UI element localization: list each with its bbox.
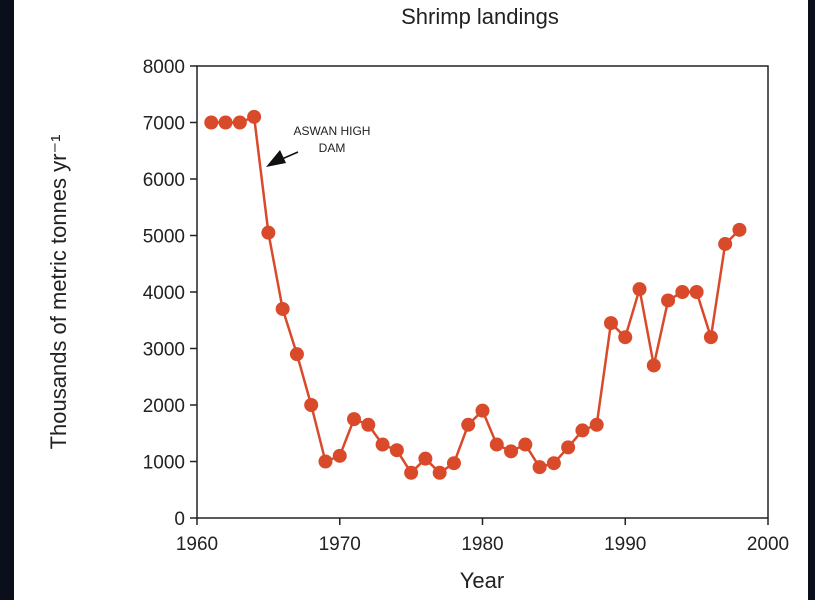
data-point	[561, 440, 575, 454]
y-axis-label: Thousands of metric tonnes yr⁻¹	[46, 135, 71, 450]
data-point	[675, 285, 689, 299]
data-point	[318, 455, 332, 469]
data-point	[447, 456, 461, 470]
y-tick-label: 3000	[143, 340, 185, 361]
y-tick-label: 1000	[143, 453, 185, 474]
data-point	[518, 438, 532, 452]
data-point	[490, 438, 504, 452]
y-tick-label: 7000	[143, 114, 185, 135]
data-point	[333, 449, 347, 463]
data-point	[718, 237, 732, 251]
data-point	[704, 330, 718, 344]
data-point	[304, 398, 318, 412]
data-point	[347, 412, 361, 426]
annotation: DAM	[319, 141, 346, 155]
y-tick-label: 0	[174, 509, 185, 530]
data-point	[618, 330, 632, 344]
x-tick-label: 1960	[176, 534, 218, 555]
data-point	[390, 443, 404, 457]
data-point	[219, 116, 233, 130]
y-tick-label: 6000	[143, 170, 185, 191]
x-tick-label: 1970	[319, 534, 361, 555]
y-tick-label: 8000	[143, 57, 185, 78]
data-point	[633, 282, 647, 296]
x-tick-label: 1980	[461, 534, 503, 555]
data-point	[647, 358, 661, 372]
data-point	[575, 423, 589, 437]
data-point	[604, 316, 618, 330]
data-point	[504, 444, 518, 458]
panel	[14, 0, 808, 600]
x-tick-label: 2000	[747, 534, 789, 555]
data-point	[590, 418, 604, 432]
data-point	[276, 302, 290, 316]
y-tick-label: 2000	[143, 396, 185, 417]
chart: Shrimp landings Year Thousands of metric…	[0, 0, 815, 600]
data-point	[290, 347, 304, 361]
data-point	[233, 116, 247, 130]
data-point	[661, 293, 675, 307]
data-point	[361, 418, 375, 432]
data-point	[476, 404, 490, 418]
x-tick-label: 1990	[604, 534, 646, 555]
data-point	[433, 466, 447, 480]
annotation: ASWAN HIGH	[294, 124, 371, 138]
data-point	[461, 418, 475, 432]
y-tick-label: 4000	[143, 283, 185, 304]
x-axis-label: Year	[460, 568, 504, 593]
chart-title: Shrimp landings	[401, 4, 559, 29]
data-point	[404, 466, 418, 480]
data-point	[690, 285, 704, 299]
data-point	[732, 223, 746, 237]
page: {"chart_data": {"type": "line", "title":…	[0, 0, 815, 600]
y-tick-label: 5000	[143, 227, 185, 248]
data-point	[261, 226, 275, 240]
data-point	[376, 438, 390, 452]
data-point	[547, 456, 561, 470]
data-point	[247, 110, 261, 124]
data-point	[418, 452, 432, 466]
data-point	[204, 116, 218, 130]
data-point	[533, 460, 547, 474]
